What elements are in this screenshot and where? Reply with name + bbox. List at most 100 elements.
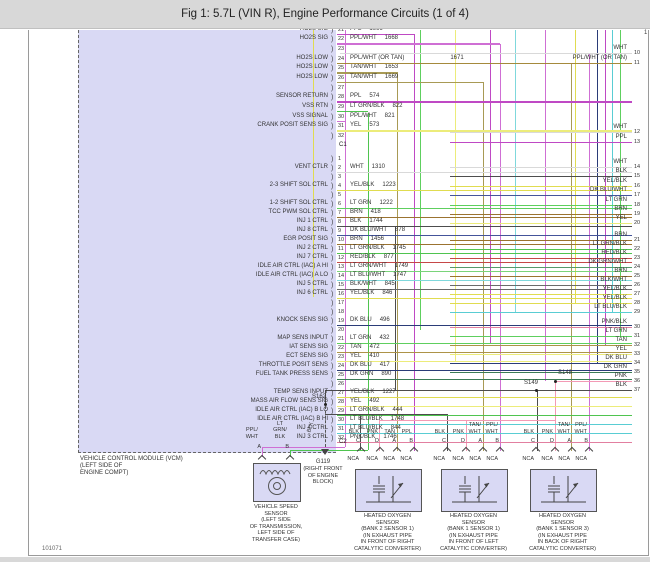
component-caption-line: SENSOR xyxy=(461,519,486,526)
wire-horizontal xyxy=(337,253,632,255)
wire-color-label: PPL/WHT xyxy=(350,112,377,119)
corner-mark: 1 xyxy=(644,30,648,36)
wire-color-label: PNK/BLK xyxy=(350,434,376,440)
right-pin-number: 18 xyxy=(634,202,641,208)
wire-number: 418 xyxy=(370,209,381,215)
wire-vertical xyxy=(575,30,577,303)
pin-letter: C xyxy=(531,438,535,444)
pin-letter: D xyxy=(461,438,465,444)
wire-number: 822 xyxy=(392,102,403,109)
pin-number: 6 xyxy=(338,201,342,207)
pin-bracket: ) xyxy=(331,327,334,334)
component-caption-line: (BANK 1 SENSOR 1) xyxy=(447,526,500,532)
pin-bracket: ) xyxy=(331,408,334,415)
wire-horizontal xyxy=(450,276,632,278)
circuit-label: HO2S LOW xyxy=(296,64,328,71)
pin-arrow-icon xyxy=(567,446,577,456)
component-caption-line: CATALYTIC CONVERTER) xyxy=(529,545,596,552)
right-pin-number: 13 xyxy=(634,139,641,145)
pin-bracket: ) xyxy=(331,273,334,280)
splice-label: S149 xyxy=(524,380,539,386)
wire-number: 472 xyxy=(369,344,380,350)
wire-horizontal xyxy=(337,433,632,435)
wire-label: LT GRN/WHT 1749 xyxy=(350,263,408,270)
splice-dot xyxy=(553,379,557,383)
pin-number: 22 xyxy=(338,36,345,43)
component-caption-line: TRANSFER CASE) xyxy=(252,536,300,543)
pin-letter: D xyxy=(375,438,379,444)
nca-label: NCA xyxy=(433,456,445,462)
component-caption-line: HEATED OXYGEN xyxy=(450,513,497,519)
wire-number: 890 xyxy=(381,371,392,377)
circuit-label: INJ 5 CTRL xyxy=(296,281,328,287)
wire-horizontal xyxy=(450,336,632,338)
wire-color-label: YEL/BLK xyxy=(350,290,375,296)
pin-number: 27 xyxy=(338,390,345,396)
wire-horizontal xyxy=(450,195,632,197)
circuit-label: KNOCK SENS SIG xyxy=(276,317,328,323)
pin-number: 32 xyxy=(338,132,345,139)
vcm-caption-line: ENGINE COMPT) xyxy=(80,470,129,476)
right-wire-color-label: BLK/WHT xyxy=(600,277,627,283)
frame-border xyxy=(28,555,649,556)
pin-number: 10 xyxy=(338,237,345,243)
right-pin-number: 11 xyxy=(634,60,640,66)
wire-number: 444 xyxy=(392,407,403,413)
pin-bracket: ) xyxy=(331,363,334,370)
right-pin-number: 33 xyxy=(634,351,641,357)
wire-label: YEL 573 xyxy=(350,122,379,129)
wire-label: BRN 1456 xyxy=(350,236,384,243)
right-pin-number: 34 xyxy=(634,360,641,366)
pin-letter: B xyxy=(584,438,588,444)
wire-horizontal xyxy=(337,325,632,327)
wire-vertical xyxy=(290,450,292,457)
pin-letter: A xyxy=(257,444,261,450)
component-caption-line: HEATED OXYGEN xyxy=(364,513,411,519)
wire-color-label: TAN xyxy=(350,344,362,350)
wire-color-stack-line: TAN/ xyxy=(468,422,481,428)
right-wire-color-label: BLK xyxy=(615,382,627,388)
wire-number: 877 xyxy=(383,254,394,260)
wire-color-stack-line: WHT xyxy=(245,433,259,440)
pin-number: 29 xyxy=(338,103,345,110)
nca-label: NCA xyxy=(486,456,498,462)
wire-horizontal xyxy=(337,343,632,345)
right-pin-number: 22 xyxy=(634,246,641,252)
circuit-label: VENT CTLR xyxy=(294,164,328,170)
pin-number: 19 xyxy=(338,318,345,324)
wire-number: 1227 xyxy=(382,389,396,395)
wire-horizontal xyxy=(337,190,632,192)
wire-horizontal xyxy=(337,406,632,408)
wire-vertical xyxy=(571,64,573,451)
wire-color-label: YEL xyxy=(350,398,362,404)
right-wire-color-label: DK GRN xyxy=(603,364,627,370)
frame-border xyxy=(28,30,29,556)
circuit-label: HO2S LOW xyxy=(296,73,328,80)
wire-horizontal xyxy=(337,280,632,282)
pin-bracket: ) xyxy=(331,228,334,235)
wire-color-label: LT GRN/BLK xyxy=(350,245,385,251)
wire-horizontal xyxy=(450,176,632,178)
right-wire-color-label: TAN xyxy=(615,337,627,343)
wire-color-stack-line: LT xyxy=(276,420,283,427)
pin-bracket: ) xyxy=(331,113,334,121)
wire-horizontal xyxy=(325,414,447,416)
nca-label: NCA xyxy=(522,456,534,462)
pin-number: 31 xyxy=(338,123,345,130)
pin-bracket: ) xyxy=(331,255,334,262)
wire-number: 496 xyxy=(379,317,390,323)
wire-label: PNK/BLK 1746 xyxy=(350,434,397,441)
wire-label: DK GRN 890 xyxy=(350,371,391,378)
wire-label: LT GRN/BLK 444 xyxy=(350,407,402,414)
wire-number: 1744 xyxy=(369,218,383,224)
component-caption-line: (IN EXHAUST PIPE xyxy=(538,532,587,539)
vss-symbol-icon xyxy=(259,470,291,495)
pin-number: 21 xyxy=(338,26,345,33)
circuit-label: 2-3 SHIFT SOL CTRL xyxy=(269,182,328,188)
wire-horizontal xyxy=(340,53,632,55)
right-wire-color-label: YEL/BLK xyxy=(602,286,627,292)
wire-label: DK BLU 496 xyxy=(350,317,390,324)
wire-number: 1223 xyxy=(382,182,396,188)
pin-number: 11 xyxy=(338,246,344,252)
